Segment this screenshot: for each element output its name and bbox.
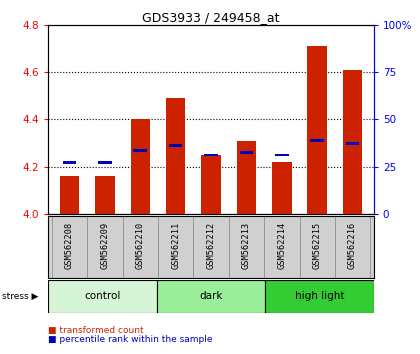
Bar bbox=[265, 280, 374, 313]
Bar bbox=[193, 216, 229, 278]
Text: dark: dark bbox=[200, 291, 223, 302]
Bar bbox=[201, 155, 221, 214]
Bar bbox=[95, 176, 115, 214]
Bar bbox=[60, 176, 79, 214]
Bar bbox=[299, 216, 335, 278]
Text: stress ▶: stress ▶ bbox=[2, 292, 39, 301]
Bar bbox=[229, 216, 264, 278]
Text: GSM562213: GSM562213 bbox=[242, 222, 251, 269]
Text: GSM562208: GSM562208 bbox=[65, 222, 74, 269]
Bar bbox=[240, 151, 253, 154]
Bar bbox=[204, 154, 218, 156]
Bar bbox=[166, 98, 185, 214]
Bar bbox=[275, 154, 289, 156]
Bar bbox=[346, 142, 360, 144]
Bar bbox=[335, 216, 370, 278]
Bar bbox=[158, 216, 193, 278]
Bar bbox=[272, 162, 291, 214]
Bar bbox=[307, 46, 327, 214]
Bar bbox=[123, 216, 158, 278]
Text: control: control bbox=[84, 291, 121, 302]
Text: GSM562215: GSM562215 bbox=[313, 222, 322, 269]
Bar bbox=[157, 280, 265, 313]
Text: ■ percentile rank within the sample: ■ percentile rank within the sample bbox=[48, 335, 213, 344]
Text: GSM562214: GSM562214 bbox=[277, 222, 286, 269]
Bar bbox=[237, 141, 256, 214]
Title: GDS3933 / 249458_at: GDS3933 / 249458_at bbox=[142, 11, 280, 24]
Text: high light: high light bbox=[295, 291, 344, 302]
Bar bbox=[343, 70, 362, 214]
Bar bbox=[310, 139, 324, 142]
Bar bbox=[131, 119, 150, 214]
Bar bbox=[48, 280, 157, 313]
Bar bbox=[264, 216, 299, 278]
Text: GSM562216: GSM562216 bbox=[348, 222, 357, 269]
Bar bbox=[52, 216, 87, 278]
Bar bbox=[63, 161, 76, 164]
Text: GSM562209: GSM562209 bbox=[100, 222, 109, 269]
Text: GSM562211: GSM562211 bbox=[171, 222, 180, 269]
Bar bbox=[87, 216, 123, 278]
Bar bbox=[134, 149, 147, 152]
Text: ■ transformed count: ■ transformed count bbox=[48, 326, 144, 336]
Bar bbox=[98, 161, 112, 164]
Bar bbox=[169, 144, 182, 147]
Text: GSM562210: GSM562210 bbox=[136, 222, 145, 269]
Text: GSM562212: GSM562212 bbox=[207, 222, 215, 269]
